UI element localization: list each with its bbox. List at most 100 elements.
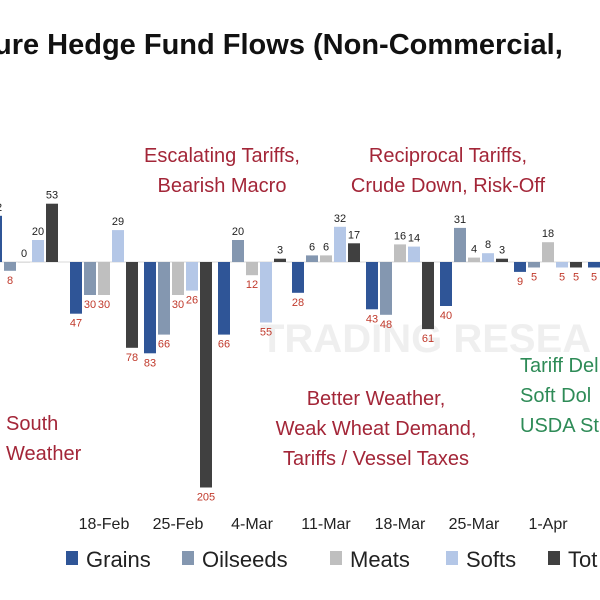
bar-18-mar-oilseeds [380,262,392,315]
bar-4-mar-total [274,258,286,262]
value-label-1-apr-total: 5 [573,272,579,284]
x-tick-4-mar: 4-Mar [231,516,273,533]
value-label-4-mar-grains: 66 [218,339,230,351]
annotation-2-line-2: Tariffs / Vessel Taxes [283,448,469,470]
legend-label-total: Tot [568,547,597,572]
bar-25-mar-softs [482,253,494,262]
legend-label-oilseeds: Oilseeds [202,547,288,572]
bar-18-mar-grains [366,262,378,310]
annotation-1-line-0: Reciprocal Tariffs, [369,145,527,167]
value-label-25-feb-grains: 83 [144,357,156,369]
value-label-25-feb-softs: 26 [186,295,198,307]
value-labels-group: 4280205347303029788366302620566201255328… [0,190,597,504]
value-label-leading-meats: 0 [21,248,27,260]
bar-25-mar-oilseeds [454,227,466,262]
x-tick-25-feb: 25-Feb [153,516,204,533]
value-label-1-apr-oilseeds: 5 [531,272,537,284]
bar-18-feb-total [126,262,138,348]
bar-18-feb-meats [98,262,110,295]
annotations-group: Escalating Tariffs, Bearish Macro Reciproc… [6,145,599,470]
value-label-18-feb-softs: 29 [112,216,124,228]
annotation-3-line-1: Weather [6,443,82,465]
value-label-25-mar-grains: 40 [440,310,452,322]
legend-swatch-meats [330,551,342,565]
legend-swatch-softs [446,551,458,565]
value-label-4-mar-softs: 55 [260,327,272,339]
bar-11-mar-grains [292,262,304,293]
bar-1-apr-oilseeds [528,262,540,268]
bar-1-apr-total [570,262,582,268]
bar-4-mar-grains [218,262,230,335]
bar-leading-oilseeds [4,262,16,271]
value-label-1-apr-softs: 5 [559,272,565,284]
bar-18-mar-softs [408,246,420,262]
legend-label-grains: Grains [86,547,151,572]
value-label-18-mar-oilseeds: 48 [380,319,392,331]
chart-title: ure Hedge Fund Flows (Non-Commercial, [0,29,563,61]
bar-leading-total [46,203,58,262]
value-label-18-feb-grains: 47 [70,318,82,330]
bar-25-feb-total [200,262,212,488]
value-label-4-mar-meats: 12 [246,279,258,291]
value-label-25-mar-meats: 4 [471,244,477,256]
bar-25-feb-grains [144,262,156,354]
value-label-1-apr-grains: 9 [517,276,523,288]
bar-4-mar-meats [246,262,258,276]
x-tick-18-mar: 18-Mar [375,516,426,533]
x-tick-1-apr: 1-Apr [528,516,568,533]
bar-1-apr-meats [542,242,554,262]
legend-swatch-total [548,551,560,565]
legend-label-softs: Softs [466,547,516,572]
bar-1-apr-grains [514,262,526,272]
value-label-8-apr-grains: 5 [591,272,597,284]
annotation-4-line-1: Soft Dol [520,385,591,407]
value-label-18-mar-grains: 43 [366,313,378,325]
value-label-4-mar-total: 3 [277,245,283,257]
x-tick-11-mar: 11-Mar [301,516,351,533]
value-label-25-mar-softs: 8 [485,239,491,251]
annotation-0-line-0: Escalating Tariffs, [144,145,300,167]
annotation-4-line-0: Tariff Del [520,355,599,377]
value-label-18-feb-meats: 30 [98,299,110,311]
bar-11-mar-oilseeds [306,255,318,262]
annotation-2-line-1: Weak Wheat Demand, [276,418,477,440]
x-tick-18-feb: 18-Feb [79,516,130,533]
bar-25-feb-meats [172,262,184,295]
bar-18-feb-grains [70,262,82,314]
value-label-18-mar-meats: 16 [394,230,406,242]
value-label-18-mar-softs: 14 [408,233,420,245]
bar-leading-grains [0,215,2,262]
legend: Grains Oilseeds Meats Softs Tot [66,547,597,572]
bar-18-mar-total [422,262,434,330]
value-label-leading-softs: 20 [32,226,44,238]
bar-11-mar-meats [320,255,332,262]
annotation-4-line-2: USDA St [520,415,599,437]
bar-25-mar-grains [440,262,452,306]
value-label-25-feb-meats: 30 [172,299,184,311]
bar-11-mar-softs [334,226,346,262]
bar-18-feb-oilseeds [84,262,96,295]
bar-4-mar-softs [260,262,272,323]
x-tick-labels: 18-Feb 25-Feb 4-Mar 11-Mar 18-Mar 25-Mar 1-Apr… [79,516,569,533]
legend-label-meats: Meats [350,547,410,572]
bar-8-apr-grains [588,262,600,268]
annotation-3-line-0: South [6,413,58,435]
value-label-11-mar-softs: 32 [334,213,346,225]
bar-4-mar-oilseeds [232,240,244,262]
value-label-25-feb-total: 205 [197,492,215,504]
value-label-11-mar-oilseeds: 6 [309,241,315,253]
value-label-25-mar-oilseeds: 31 [454,214,466,226]
value-label-1-apr-meats: 18 [542,228,554,240]
bar-25-feb-softs [186,262,198,291]
value-label-25-mar-total: 3 [499,245,505,257]
value-label-18-feb-total: 78 [126,352,138,364]
bar-18-mar-meats [394,244,406,262]
value-label-11-mar-total: 17 [348,229,360,241]
bar-11-mar-total [348,243,360,262]
bar-18-feb-softs [112,230,124,262]
value-label-25-feb-oilseeds: 66 [158,339,170,351]
bars-group [0,203,600,488]
bar-25-mar-total [496,258,508,262]
annotation-0-line-1: Bearish Macro [158,175,287,197]
